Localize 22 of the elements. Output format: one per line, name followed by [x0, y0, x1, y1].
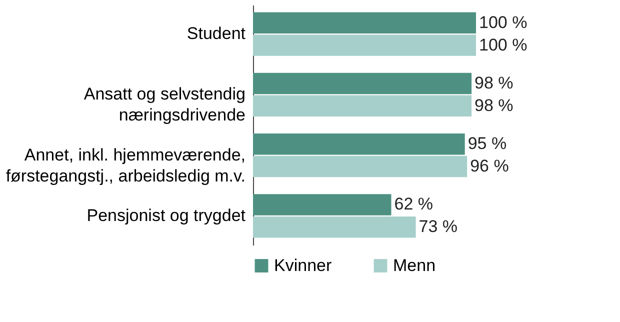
data-label: 96 % [470, 156, 509, 176]
bar [253, 194, 392, 216]
bar [253, 34, 476, 56]
data-label: 98 % [474, 74, 514, 93]
bar [253, 72, 472, 94]
data-label: 73 % [418, 217, 458, 236]
bar [253, 156, 468, 178]
y-tick-label: Annet, inkl. hjemmeværende, førstegangstj., arbeidsledig m.v. [6, 145, 246, 186]
y-tick-label: Ansatt og selvstendig næringsdrivende [84, 84, 246, 125]
legend-label: Kvinner [274, 256, 332, 275]
data-label: 62 % [394, 194, 434, 214]
data-label: 100 % [479, 35, 528, 54]
bar [253, 12, 476, 34]
bar [253, 216, 416, 238]
y-tick-label: Pensjonist og trygdet [86, 206, 246, 225]
data-label: 100 % [479, 12, 528, 32]
y-tick-label: Student [186, 24, 246, 44]
data-label: 95 % [468, 134, 507, 154]
bar [253, 95, 472, 117]
data-label: 98 % [474, 96, 514, 115]
bar [253, 133, 465, 155]
legend-label: Menn [393, 256, 436, 275]
